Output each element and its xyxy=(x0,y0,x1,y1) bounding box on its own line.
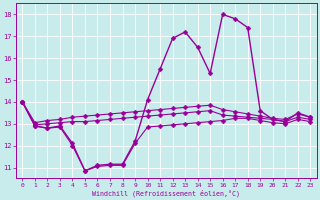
X-axis label: Windchill (Refroidissement éolien,°C): Windchill (Refroidissement éolien,°C) xyxy=(92,189,240,197)
